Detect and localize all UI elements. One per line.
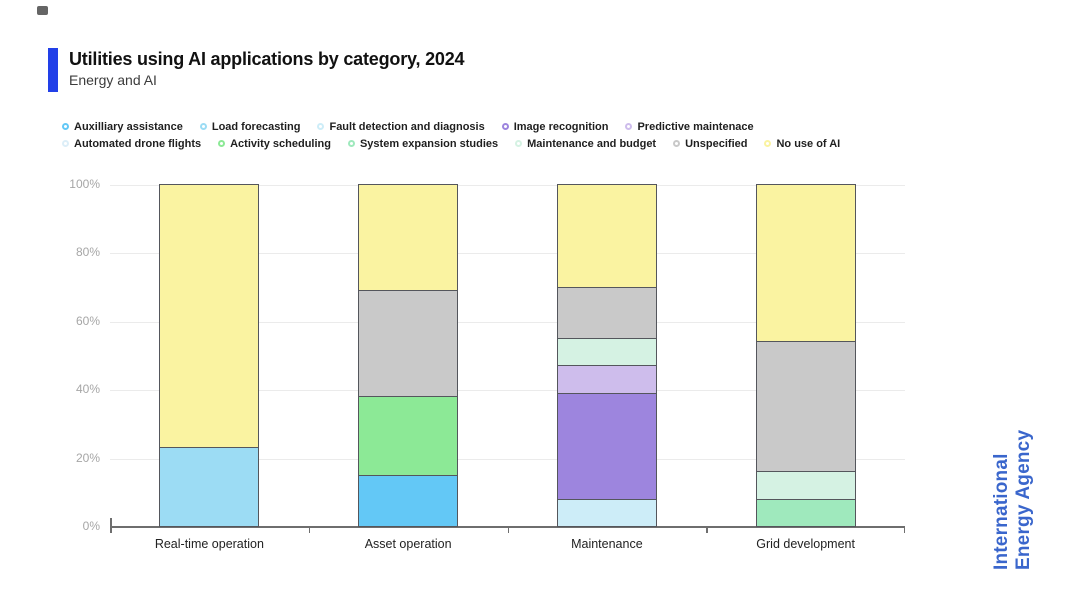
legend-dot-icon (347, 140, 355, 147)
legend-label: Automated drone flights (74, 137, 202, 150)
x-axis-category-label: Real-time operation (154, 537, 264, 551)
legend-label: Load forecasting (211, 120, 301, 133)
bar-asset-operation (358, 184, 459, 527)
iea-wordmark-line1: International (991, 453, 1012, 570)
iea-wordmark: International Energy Agency (991, 390, 1039, 570)
legend-item-system-expansion-studies: System expansion studies (347, 137, 499, 150)
bar-segment (556, 337, 657, 367)
bar-segment (358, 290, 459, 398)
x-axis-category-label: Maintenance (571, 537, 643, 551)
bar-segment (755, 498, 856, 527)
legend-dot-icon (673, 140, 681, 147)
bar-segment (358, 184, 459, 292)
legend-item-no-use-of-ai: No use of AI (764, 138, 840, 150)
iea-wordmark-line2: Energy Agency (1013, 429, 1034, 570)
bar-segment (358, 474, 459, 527)
legend-label: System expansion studies (359, 137, 499, 150)
gridline (110, 321, 905, 323)
legend-label: Maintenance and budget (527, 137, 657, 150)
x-axis-tick (308, 527, 311, 533)
x-axis-tick (110, 527, 112, 533)
x-axis-category-label: Grid development (756, 537, 855, 551)
legend-item-auxilliary-assistance: Auxilliary assistance (62, 121, 183, 133)
y-axis-tick-label: 80% (75, 245, 100, 260)
legend-item-predictive-maintenace: Predictive maintenace (625, 120, 754, 133)
bar-segment (755, 341, 856, 473)
figure-header: Utilities using AI applications by categ… (48, 48, 465, 92)
legend-dot-icon (62, 123, 69, 130)
legend-label: No use of AI (776, 137, 841, 150)
legend-item-fault-detection-and-diagnosis: Fault detection and diagnosis (317, 120, 485, 133)
legend-item-activity-scheduling: Activity scheduling (218, 138, 331, 150)
legend-dot-icon (501, 123, 509, 130)
legend-label: Auxilliary assistance (74, 120, 183, 133)
bar-segment (159, 184, 260, 449)
gridline (110, 253, 905, 255)
legend-label: Unspecified (685, 137, 748, 150)
bar-segment (755, 184, 856, 343)
bar-segment (556, 184, 657, 288)
y-axis-tick-label: 0% (82, 519, 100, 533)
x-axis-tick (507, 527, 509, 533)
bar-segment (358, 396, 459, 476)
legend-item-automated-drone-flights: Automated drone flights (62, 138, 201, 150)
page-subtitle: Energy and AI (69, 72, 157, 88)
chart-legend: Auxilliary assistance Load forecasting Fau… (62, 118, 1052, 152)
legend-item-unspecified: Unspecified (673, 138, 747, 150)
bar-segment (755, 471, 856, 500)
title-accent-bar (48, 48, 58, 92)
legend-label: Image recognition (513, 120, 609, 133)
legend-dot-icon (317, 123, 325, 130)
y-axis-tick-label: 60% (75, 313, 100, 328)
x-axis-tick (706, 527, 708, 533)
legend-label: Predictive maintenace (637, 120, 754, 133)
bar-segment (159, 447, 260, 527)
bar-real-time-operation (159, 184, 260, 527)
bar-segment (556, 498, 657, 527)
legend-dot-icon (62, 140, 69, 147)
legend-dot-icon (218, 140, 226, 147)
legend-row: Auxilliary assistance Load forecasting Fau… (62, 118, 1052, 135)
gridline (110, 185, 905, 186)
y-axis-tick-label: 20% (75, 450, 100, 465)
legend-item-load-forecasting: Load forecasting (199, 120, 301, 133)
legend-label: Fault detection and diagnosis (329, 120, 485, 133)
legend-item-image-recognition: Image recognition (501, 120, 609, 133)
legend-dot-icon (625, 123, 633, 130)
y-axis-stub (110, 518, 112, 527)
bar-segment (556, 392, 657, 500)
bar-grid-development (755, 184, 856, 527)
x-axis-category-label: Asset operation (364, 537, 452, 551)
gridline (110, 458, 905, 460)
gridline (110, 390, 905, 392)
bar-segment (556, 365, 657, 394)
x-axis-tick (903, 527, 905, 533)
y-axis-tick-label: 40% (75, 382, 100, 397)
legend-row: Automated drone flights Activity scheduli… (62, 135, 1052, 152)
page-title: Utilities using AI applications by categ… (69, 49, 465, 69)
y-axis-tick-label: 100% (69, 177, 100, 191)
bar-segment (556, 286, 657, 339)
legend-label: Activity scheduling (230, 137, 331, 150)
legend-item-maintenance-and-budget: Maintenance and budget (515, 138, 656, 150)
page-corner-mark (37, 6, 48, 15)
legend-dot-icon (764, 140, 772, 147)
plot-area: 0% 20% 40% 60% 80% 100% Real-time operation Ass… (69, 177, 905, 551)
bar-maintenance (556, 184, 657, 527)
legend-dot-icon (199, 123, 207, 130)
legend-dot-icon (515, 140, 523, 147)
